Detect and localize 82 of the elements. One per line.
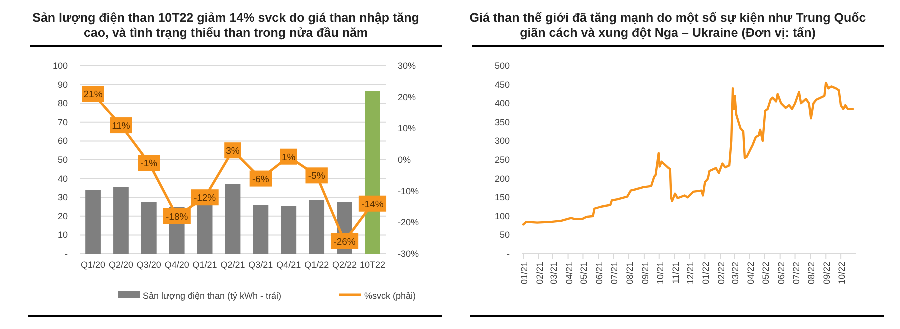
x-tick-label: 05/21 <box>579 262 590 285</box>
x-tick-label: 10/21 <box>655 262 666 285</box>
x-tick-label: Q1/20 <box>81 260 106 270</box>
y-tick-label: 200 <box>494 174 510 184</box>
x-tick-label: 02/22 <box>716 262 727 285</box>
x-tick-label: 08/22 <box>806 262 817 285</box>
x-tick-label: Q2/21 <box>220 260 246 270</box>
x-tick-label: 04/22 <box>746 262 756 285</box>
y-tick-label: 350 <box>494 117 510 128</box>
legend-label: %svck (phải) <box>364 291 416 301</box>
x-tick-label: Q4/20 <box>164 260 190 270</box>
x-tick-label: Q1/21 <box>192 260 218 270</box>
y-tick-label: 10 <box>58 230 68 240</box>
x-tick-label: 08/21 <box>625 262 636 285</box>
chart-title: Sản lượng điện than 10T22 giảm 14% svck do giá than nhập tăng cao, và tình trạng thiếu than trong nửa đầu năm <box>32 11 420 40</box>
y2-tick-label: 10% <box>398 124 416 134</box>
y2-tick-label: 0% <box>398 155 412 165</box>
x-tick-label: 09/22 <box>822 262 832 285</box>
x-tick-label: 07/22 <box>791 262 802 285</box>
data-label: 3% <box>226 146 240 158</box>
y2-tick-label: -30% <box>398 249 420 259</box>
bar <box>114 187 129 254</box>
x-tick-label: 12/21 <box>686 262 696 285</box>
line-series <box>522 82 854 226</box>
data-label: -5% <box>308 171 326 182</box>
x-tick-label: 03/22 <box>730 262 741 285</box>
x-tick-label: Q4/21 <box>276 260 302 270</box>
y-tick-label: 500 <box>494 61 510 71</box>
y-tick-label: 80 <box>58 98 68 109</box>
x-tick-label: 09/21 <box>640 262 650 285</box>
y-tick-label: 100 <box>52 61 68 71</box>
x-tick-label: 10/22 <box>837 262 848 285</box>
y2-tick-label: 30% <box>398 61 416 71</box>
data-label: 1% <box>282 152 296 164</box>
y-tick-label: 250 <box>494 155 510 165</box>
x-tick-label: 10T22 <box>360 260 386 270</box>
y-tick-label: 150 <box>494 192 510 203</box>
bar <box>281 206 297 254</box>
bar <box>309 200 325 254</box>
data-label: 21% <box>84 90 104 101</box>
x-tick-label: Q3/20 <box>136 260 162 270</box>
x-tick-label: 06/21 <box>594 262 605 285</box>
x-tick-label: 01/21 <box>519 262 530 285</box>
legend-label: Sản lượng điện than (tỷ kWh - trái) <box>143 291 282 301</box>
y-tick-label: 70 <box>58 117 68 128</box>
x-tick-label: Q2/20 <box>108 260 134 270</box>
x-tick-label: 01/22 <box>701 262 712 285</box>
x-tick-label: Q1/22 <box>304 260 330 270</box>
y2-tick-label: 20% <box>398 92 416 102</box>
x-tick-label: 03/21 <box>548 262 559 285</box>
bar <box>225 184 241 254</box>
y-tick-label: 60 <box>58 136 68 146</box>
x-tick-label: 04/21 <box>564 262 574 285</box>
x-tick-label: Q2/22 <box>332 260 358 270</box>
data-label: -6% <box>252 174 270 186</box>
y-tick-label: 50 <box>58 155 68 165</box>
x-tick-label: 11/21 <box>670 262 681 284</box>
y-tick-label: 50 <box>500 230 510 240</box>
x-tick-label: 06/22 <box>776 262 786 285</box>
y-tick-label: 300 <box>494 136 510 146</box>
y2-tick-label: -20% <box>398 218 420 228</box>
y-tick-label: 100 <box>494 211 510 222</box>
y-tick-label: - <box>65 249 68 259</box>
x-tick-label: 05/22 <box>760 262 771 285</box>
chart-title: Giá than thế giới đã tăng mạnh do một số sự kiện như Trung Quốc giãn cách và xung đột Nga – Ukraine (Đơn vị: tấn) <box>470 11 866 40</box>
data-label: -1% <box>140 158 158 170</box>
y-tick-label: 40 <box>58 174 68 184</box>
bar <box>141 202 157 254</box>
y-tick-label: 30 <box>58 192 68 203</box>
x-tick-label: 07/21 <box>610 262 620 285</box>
bar <box>253 205 269 254</box>
bar <box>197 205 213 254</box>
y2-tick-label: -10% <box>398 186 420 196</box>
x-tick-label: Q3/21 <box>248 260 274 270</box>
y-tick-label: 90 <box>58 80 68 90</box>
y-tick-label: 400 <box>494 98 510 109</box>
y-tick-label: 20 <box>58 211 68 222</box>
x-tick-label: 02/21 <box>534 262 545 285</box>
y-tick-label: - <box>507 249 510 259</box>
data-label: 11% <box>112 121 131 132</box>
y-tick-label: 450 <box>494 80 510 90</box>
bar <box>86 190 101 254</box>
